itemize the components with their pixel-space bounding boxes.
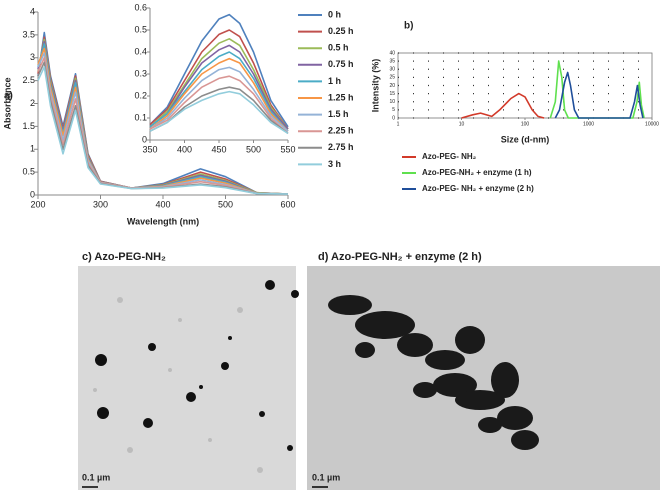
image-label: d) Azo-PEG-NH₂ + enzyme (2 h) [318,251,482,263]
y-tick-label: 0.2 [134,90,147,100]
y-tick-label: 25 [389,75,395,81]
legend-label: Azo-PEG-NH₂ + enzyme (1 h) [422,168,532,177]
legend-label: 0.5 h [328,43,349,53]
y-tick-label: 0.3 [134,68,147,78]
series-line [549,60,645,119]
series-line [149,29,289,130]
x-tick-label: 100 [521,121,530,127]
y-tick-label: 0 [30,189,35,199]
image-background [78,266,296,490]
y-tick-label: 0.4 [134,46,147,56]
series-line [149,66,289,132]
y-tick-label: 30 [389,67,395,73]
x-tick-label: 500 [246,144,261,154]
series-line [554,71,644,119]
legend-label: Azo-PEG- NH₂ + enzyme (2 h) [422,184,534,193]
legend-label: Azo-PEG- NH₂ [422,152,477,161]
y-tick-label: 0.1 [134,112,147,122]
series-line [149,44,289,130]
y-axis-title: Absorbance [2,77,12,129]
y-tick-label: 0 [142,134,147,144]
series-line [149,38,289,130]
legend-label: 2.75 h [328,142,354,152]
x-axis-title: Size (d-nm) [501,134,550,144]
series-line [149,86,289,135]
x-tick-label: 600 [280,199,295,209]
x-tick-label: 300 [93,199,108,209]
y-tick-label: 5 [392,107,395,113]
legend-label: 0 h [328,9,341,19]
x-tick-label: 400 [155,199,170,209]
series-line [149,51,289,132]
tem-image-d: 0.1 µm [307,266,660,490]
series-line [461,92,545,119]
x-tick-label: 10 [459,121,465,127]
series-line [149,13,289,128]
y-tick-label: 10 [389,99,395,105]
texture [93,297,263,473]
y-tick-label: 2 [30,98,35,108]
x-tick-label: 400 [177,144,192,154]
x-tick-label: 550 [280,144,295,154]
x-tick-label: 200 [30,199,45,209]
x-tick-label: 1 [397,121,400,127]
legend-label: 1.5 h [328,109,349,119]
y-tick-label: 20 [389,83,395,89]
y-tick-label: 0.6 [134,2,147,12]
legend-label: 1.25 h [328,92,354,102]
y-tick-label: 0.5 [134,24,147,34]
x-axis-title: Wavelength (nm) [127,216,199,226]
y-tick-label: 35 [389,58,395,64]
y-tick-label: 40 [389,50,395,56]
x-tick-label: 1000 [583,121,594,127]
legend-label: 0.75 h [328,59,354,69]
panel-label: a) [4,91,13,102]
y-tick-label: 1 [30,144,35,154]
series-line [149,75,289,134]
series-line [149,57,289,132]
x-tick-label: 350 [142,144,157,154]
legend-label: 0.25 h [328,26,354,36]
x-tick-label: 10000 [645,121,659,127]
image-label: c) Azo-PEG-NH₂ [82,251,166,263]
scale-bar-label: 0.1 µm [82,472,110,482]
y-tick-label: 2.5 [22,75,35,85]
scale-bar-label: 0.1 µm [312,472,340,482]
x-tick-label: 450 [211,144,226,154]
y-tick-label: 15 [389,91,395,97]
series-line [149,90,289,135]
legend-label: 3 h [328,159,341,169]
series-line [37,66,289,195]
particles [95,280,299,451]
legend-label: 1 h [328,76,341,86]
y-tick-label: 4 [30,6,35,16]
y-tick-label: 3.5 [22,29,35,39]
y-tick-label: 3 [30,52,35,62]
x-tick-label: 500 [218,199,233,209]
y-tick-label: 0.5 [22,167,35,177]
legend-label: 2.25 h [328,126,354,136]
aggregate [328,295,539,450]
tem-image-c: 0.1 µm [78,266,299,490]
y-tick-label: 1.5 [22,121,35,131]
y-axis-title: Intensity (%) [370,59,380,113]
panel-label: b) [404,21,413,32]
plot-frame [397,52,653,119]
y-tick-label: 0 [392,115,395,121]
